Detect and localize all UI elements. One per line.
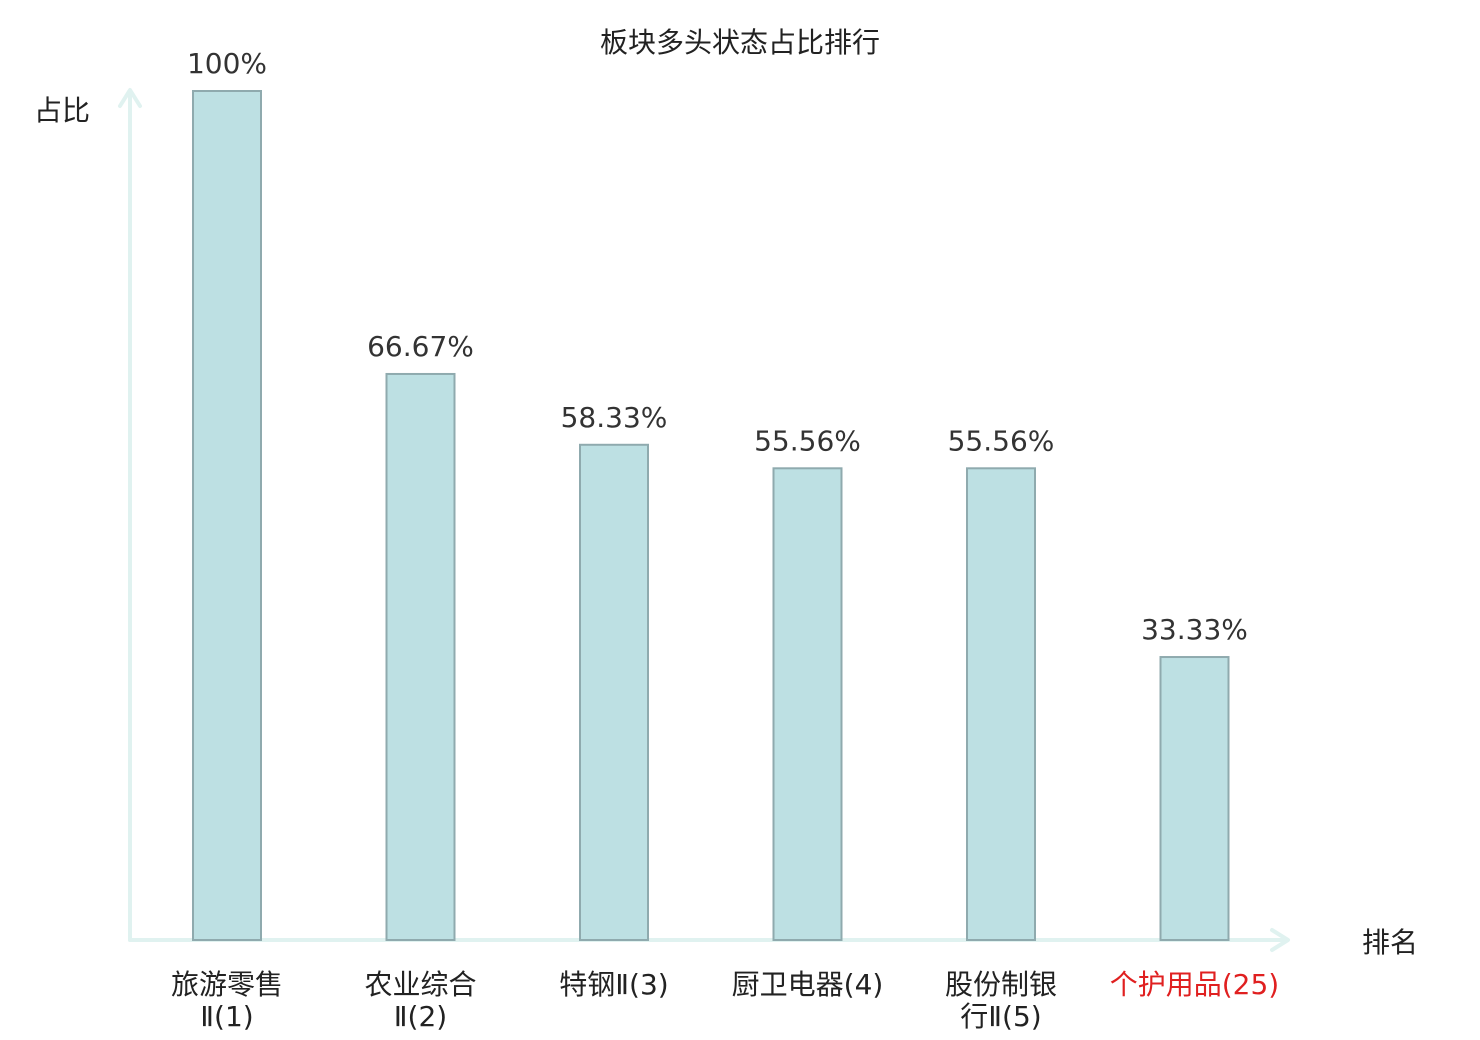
value-label-5: 55.56% [948, 424, 1055, 457]
category-label-4: 厨卫电器(4) [732, 968, 884, 1001]
value-label-2: 66.67% [367, 330, 474, 363]
category-label-line: 旅游零售 [171, 968, 283, 1001]
bar-1 [192, 90, 262, 941]
category-label-line: 股份制银 [945, 968, 1057, 1001]
bar-2 [385, 372, 456, 942]
category-label-6: 个护用品(25) [1110, 968, 1279, 1001]
x-axis-label: 排名 [1362, 926, 1418, 959]
category-label-5: 股份制银行Ⅱ(5) [945, 968, 1057, 1033]
category-label-2: 农业综合 Ⅱ(2) [364, 968, 476, 1033]
category-label-line: 行Ⅱ(5) [960, 1000, 1041, 1033]
value-labels: 100% 66.67% 58.33% 55.56% 55.56% 33.33% [187, 47, 1248, 646]
bar-6 [1159, 656, 1230, 942]
category-label-line: Ⅱ(2) [394, 1000, 447, 1033]
x-axis-arrow [1270, 928, 1290, 952]
y-axis-arrow [118, 88, 142, 108]
category-label-line: 个护用品(25) [1110, 968, 1279, 1001]
bar-4 [772, 467, 843, 941]
category-label-1: 旅游零售 Ⅱ(1) [171, 968, 283, 1033]
y-axis-label: 占比 [34, 94, 90, 127]
bar-3 [579, 443, 649, 941]
value-label-4: 55.56% [754, 424, 861, 457]
category-label-3: 特钢Ⅱ(3) [559, 968, 668, 1001]
value-label-6: 33.33% [1141, 613, 1248, 646]
category-label-line: 特钢Ⅱ(3) [559, 968, 668, 1001]
bars [192, 90, 1230, 942]
value-label-1: 100% [187, 47, 267, 80]
axes [118, 88, 1290, 952]
category-label-line: 厨卫电器(4) [732, 968, 884, 1001]
bar-5 [966, 467, 1036, 941]
value-label-3: 58.33% [561, 401, 668, 434]
chart-title: 板块多头状态占比排行 [600, 26, 880, 59]
category-label-line: Ⅱ(1) [200, 1000, 253, 1033]
category-label-line: 农业综合 [364, 968, 476, 1001]
category-labels: 旅游零售 Ⅱ(1) 农业综合 Ⅱ(2) 特钢Ⅱ(3) 厨卫电器(4) 股份制银行Ⅱ(5) 个护… [171, 968, 1279, 1033]
